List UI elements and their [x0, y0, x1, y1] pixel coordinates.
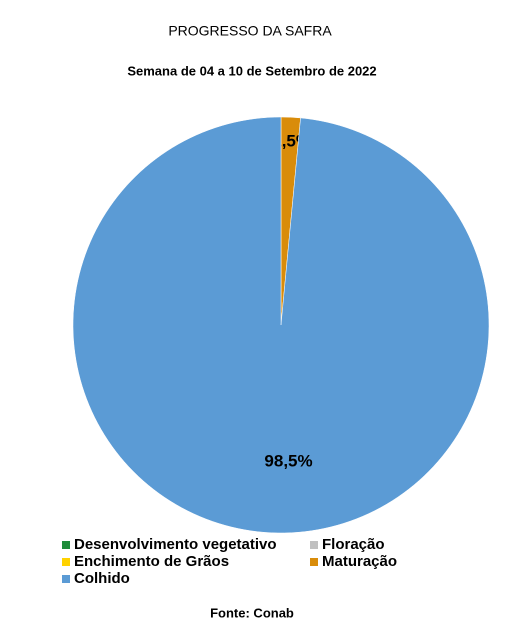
legend-label: Floração: [322, 536, 385, 553]
source-note: Fonte: Conab: [210, 605, 294, 620]
legend-swatch: [310, 541, 318, 549]
chart-subtitle: Semana de 04 a 10 de Setembro de 2022: [127, 63, 376, 78]
legend-swatch: [62, 558, 70, 566]
legend-label: Enchimento de Grãos: [74, 553, 229, 570]
legend-label: Colhido: [74, 570, 130, 587]
pie-slice: [72, 116, 490, 534]
chart-title: PROGRESSO DA SAFRA: [168, 23, 332, 39]
data-label: 98,5%: [264, 452, 312, 471]
legend-label: Maturação: [322, 553, 397, 570]
legend-swatch: [62, 575, 70, 583]
legend-swatch: [310, 558, 318, 566]
legend-swatch: [62, 541, 70, 549]
legend-label: Desenvolvimento vegetativo: [74, 536, 277, 553]
